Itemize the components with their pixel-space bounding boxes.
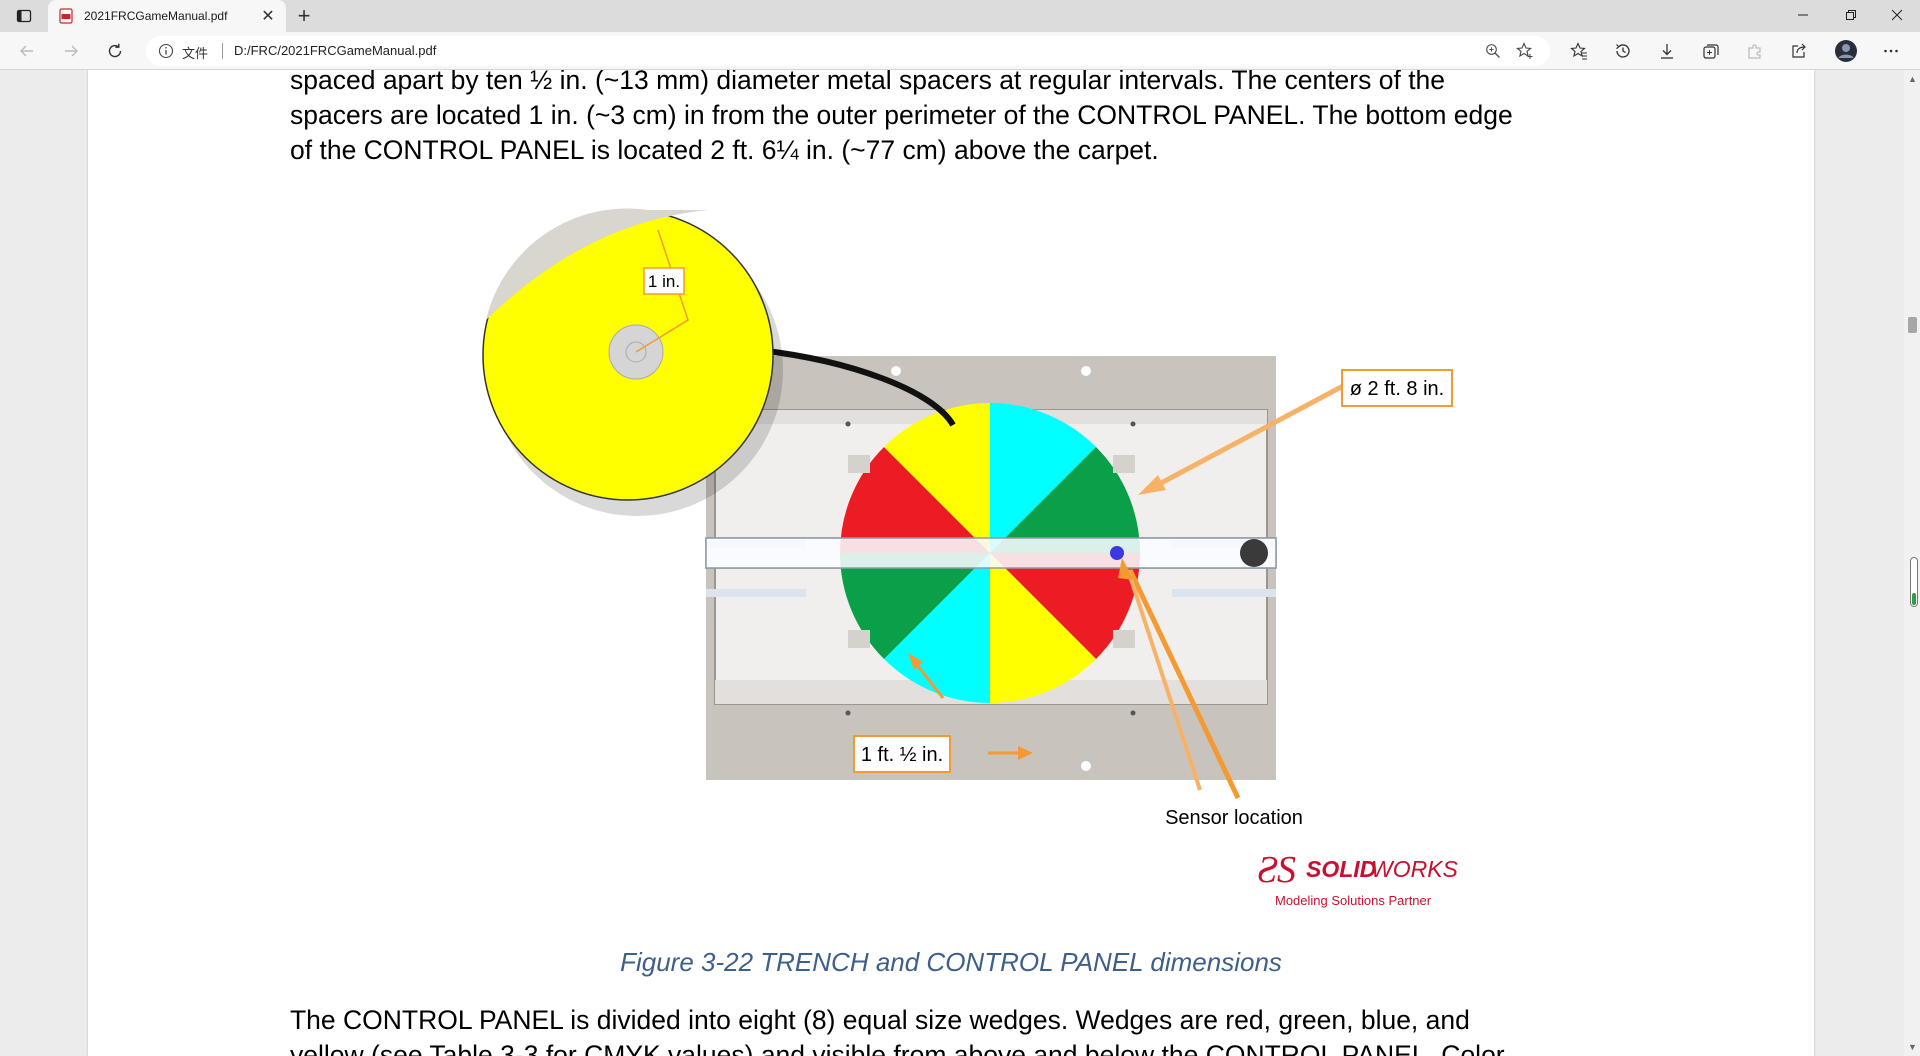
history-button[interactable]	[1607, 35, 1639, 67]
download-icon	[1661, 44, 1673, 59]
label-height: 1 ft. ½ in.	[861, 744, 943, 766]
url-text[interactable]: D:/FRC/2021FRCGameManual.pdf	[234, 43, 437, 58]
pdf-file-icon	[59, 8, 73, 24]
extensions-button[interactable]	[1739, 35, 1771, 67]
avatar	[1835, 40, 1857, 62]
wedge-green	[990, 447, 1140, 553]
tab-close-button[interactable]: ✕	[261, 8, 275, 25]
address-separator	[222, 43, 223, 59]
side-panel-handle[interactable]	[1910, 557, 1918, 607]
mount-bracket	[1113, 630, 1135, 648]
browser-toolbar: 文件 D:/FRC/2021FRCGameManual.pdf	[0, 32, 1920, 70]
downloads-button[interactable]	[1651, 35, 1683, 67]
logo-brand-solid: SOLID	[1306, 856, 1376, 882]
sensor-dot	[1110, 546, 1124, 560]
share-icon	[1792, 43, 1806, 58]
collections-icon	[1703, 44, 1719, 59]
paragraph-line: The CONTROL PANEL is divided into eight …	[290, 1005, 1470, 1035]
inset-magnifier: 1 in.	[482, 208, 783, 516]
new-tab-button[interactable]: +	[297, 3, 311, 28]
mount-bracket	[848, 630, 870, 648]
scroll-down-icon[interactable]: ▼	[1908, 1042, 1917, 1052]
logo-brand-works: WORKS	[1371, 856, 1459, 882]
paragraph-line: of the CONTROL PANEL is located 2 ft. 6¼…	[290, 135, 1159, 165]
pdf-page: spaced apart by ten ½ in. (~13 mm) diame…	[88, 70, 1814, 1056]
svg-text:ƧS: ƧS	[1258, 849, 1296, 891]
sensor-callout: Sensor location	[1118, 558, 1303, 829]
restore-button[interactable]	[1828, 0, 1874, 30]
label-sensor: Sensor location	[1165, 807, 1303, 829]
zoom-in-icon	[1486, 44, 1500, 58]
height-callout: 1 ft. ½ in.	[853, 653, 1033, 773]
logo-subtitle: Modeling Solutions Partner	[1275, 893, 1432, 908]
figure-caption: Figure 3-22 TRENCH and CONTROL PANEL dim…	[620, 947, 1282, 977]
profile-button[interactable]	[1830, 35, 1862, 67]
label-diameter: ø 2 ft. 8 in.	[1350, 378, 1444, 400]
tab-actions-button[interactable]	[10, 4, 38, 28]
control-panel-figure: 1 in. ø 2 ft. 8 in. 1 ft. ½ in.	[482, 208, 1459, 908]
paragraph-line: spacers are located 1 in. (~3 cm) in fro…	[290, 100, 1513, 130]
refresh-icon	[108, 43, 122, 58]
add-favorite-button[interactable]	[1514, 40, 1536, 62]
paragraph-line: yellow (see Table 3-3 for CMYK values) a…	[290, 1040, 1505, 1056]
info-icon[interactable]	[158, 43, 174, 59]
more-dots-icon	[1884, 49, 1898, 53]
file-scheme-label: 文件	[182, 46, 209, 61]
settings-menu-button[interactable]	[1875, 35, 1907, 67]
wedge-yellow	[990, 553, 1096, 703]
favorites-star-icon	[1570, 42, 1587, 60]
star-plus-icon	[1516, 42, 1533, 59]
forward-button[interactable]	[55, 35, 87, 67]
scroll-thumb[interactable]	[1908, 317, 1917, 333]
browser-tab[interactable]: 2021FRCGameManual.pdf ✕	[48, 0, 286, 32]
back-arrow-icon	[20, 45, 33, 57]
tab-strip: 2021FRCGameManual.pdf ✕ +	[0, 0, 1920, 32]
wedge-red	[990, 553, 1140, 659]
close-icon	[1891, 9, 1903, 21]
wedge-yellow	[884, 403, 990, 553]
wedge-cyan	[990, 403, 1096, 553]
history-icon	[1616, 44, 1630, 58]
diameter-callout: ø 2 ft. 8 in.	[1138, 369, 1453, 495]
spinner-wheel	[1240, 539, 1268, 567]
label-inset: 1 in.	[648, 272, 680, 291]
pdf-viewer[interactable]: spaced apart by ten ½ in. (~13 mm) diame…	[0, 70, 1920, 1056]
mount-bracket	[848, 455, 870, 473]
restore-icon	[1846, 10, 1856, 20]
inset-connector	[757, 347, 956, 427]
mount-bracket	[1113, 455, 1135, 473]
paragraph-line: spaced apart by ten ½ in. (~13 mm) diame…	[290, 70, 1446, 95]
minimize-button[interactable]	[1780, 0, 1826, 30]
refresh-button[interactable]	[99, 35, 131, 67]
collections-button[interactable]	[1695, 35, 1727, 67]
window-close-button[interactable]	[1874, 0, 1920, 30]
handle-indicator	[1912, 593, 1916, 605]
back-button[interactable]	[11, 35, 43, 67]
tab-title: 2021FRCGameManual.pdf	[84, 9, 228, 23]
address-bar[interactable]: 文件 D:/FRC/2021FRCGameManual.pdf	[146, 36, 1550, 66]
tab-actions-icon	[16, 9, 32, 23]
solidworks-logo: ƧS SOLID WORKS Modeling Solutions Partne…	[1258, 849, 1459, 908]
scroll-up-icon[interactable]: ▲	[1908, 74, 1917, 84]
minimize-icon	[1798, 14, 1808, 16]
forward-arrow-icon	[65, 45, 78, 57]
puzzle-icon	[1748, 44, 1761, 59]
trench-bar	[705, 537, 1277, 569]
wedge-cyan	[884, 553, 990, 703]
control-panel-wheel	[840, 403, 1140, 703]
share-button[interactable]	[1783, 35, 1815, 67]
wedge-green	[840, 553, 990, 659]
wedge-red	[840, 447, 990, 553]
zoom-button[interactable]	[1482, 40, 1504, 62]
favorites-button[interactable]	[1563, 35, 1595, 67]
